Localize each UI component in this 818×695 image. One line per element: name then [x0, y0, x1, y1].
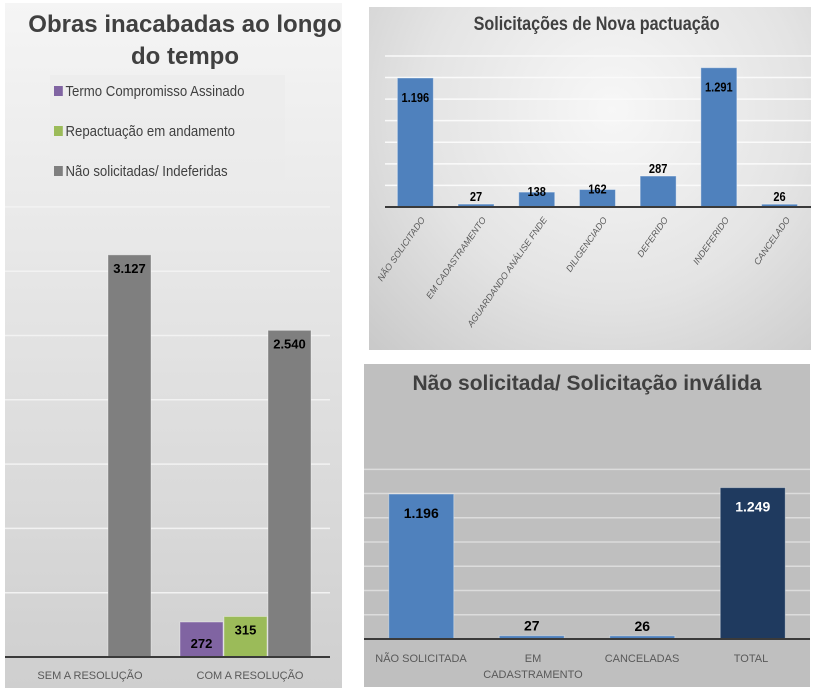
- chart-title: Obras inacabadas ao longo do tempo: [28, 11, 342, 70]
- data-label: 1.196: [404, 505, 439, 521]
- x-tick-label: EM CADASTRAMENTO: [483, 653, 583, 681]
- chart-title: Solicitações de Nova pactuação: [473, 14, 720, 35]
- legend-label: Não solicitadas/ Indeferidas: [65, 163, 228, 180]
- data-label: 27: [470, 189, 483, 204]
- chart-obras-plot: 272 315 3.127 2.540: [5, 206, 330, 658]
- chart-nao-solicitada-plot: 1.196 27 26 1.249: [364, 468, 810, 640]
- chart-nao-solicitada: 1.196 27 26 1.249 Não solicitada/ Solicitaç…: [364, 364, 810, 687]
- bar: [107, 254, 152, 658]
- bar: [223, 615, 268, 658]
- chart-solicitacoes-plot: 1.196 27 138 162 287 1.291 26: [385, 55, 811, 208]
- data-label: 1.291: [705, 80, 733, 95]
- legend-swatch-gray: [54, 166, 63, 176]
- chart-legend: Termo Compromisso Assinado Repactuação e…: [50, 75, 285, 183]
- x-tick-label: SEM A RESOLUÇÃO: [37, 670, 143, 682]
- bar: [388, 493, 455, 640]
- legend-swatch-purple: [54, 86, 63, 96]
- bar: [396, 77, 434, 208]
- x-tick-label: CANCELADAS: [604, 653, 680, 665]
- data-label: 26: [634, 618, 650, 634]
- legend-item-nao-solicitadas: Não solicitadas/ Indeferidas: [54, 163, 228, 180]
- data-label: 138: [528, 184, 547, 199]
- data-label: 315: [235, 622, 257, 637]
- data-label: 3.127: [113, 261, 146, 276]
- legend-label: Termo Compromisso Assinado: [65, 83, 245, 100]
- x-tick-label: COM A RESOLUÇÃO: [196, 670, 304, 682]
- data-label: 1.196: [402, 90, 430, 105]
- data-label: 272: [191, 636, 213, 651]
- bar: [639, 175, 677, 208]
- data-label: 26: [773, 189, 786, 204]
- data-label: 162: [588, 182, 607, 197]
- data-label: 287: [649, 161, 668, 176]
- legend-item-termo: Termo Compromisso Assinado: [54, 83, 244, 100]
- data-label: 2.540: [273, 336, 306, 351]
- legend-label: Repactuação em andamento: [65, 123, 235, 140]
- x-tick-label: NÃO SOLICITADA: [375, 653, 467, 665]
- x-tick-label: TOTAL: [733, 653, 769, 665]
- data-label: 1.249: [735, 499, 770, 515]
- legend-item-repactuacao: Repactuação em andamento: [54, 123, 235, 140]
- legend-swatch-green: [54, 126, 63, 136]
- bar: [267, 329, 312, 658]
- chart-solicitacoes-nova-pactuacao: 1.196 27 138 162 287 1.291 26 Solicitações de …: [369, 7, 811, 350]
- bar: [700, 67, 738, 208]
- chart-obras-inacabadas: 272 315 3.127 2.540 Obras inacabadas ao lon…: [5, 3, 342, 688]
- data-label: 27: [524, 618, 540, 634]
- chart-title: Não solicitada/ Solicitação inválida: [412, 372, 762, 395]
